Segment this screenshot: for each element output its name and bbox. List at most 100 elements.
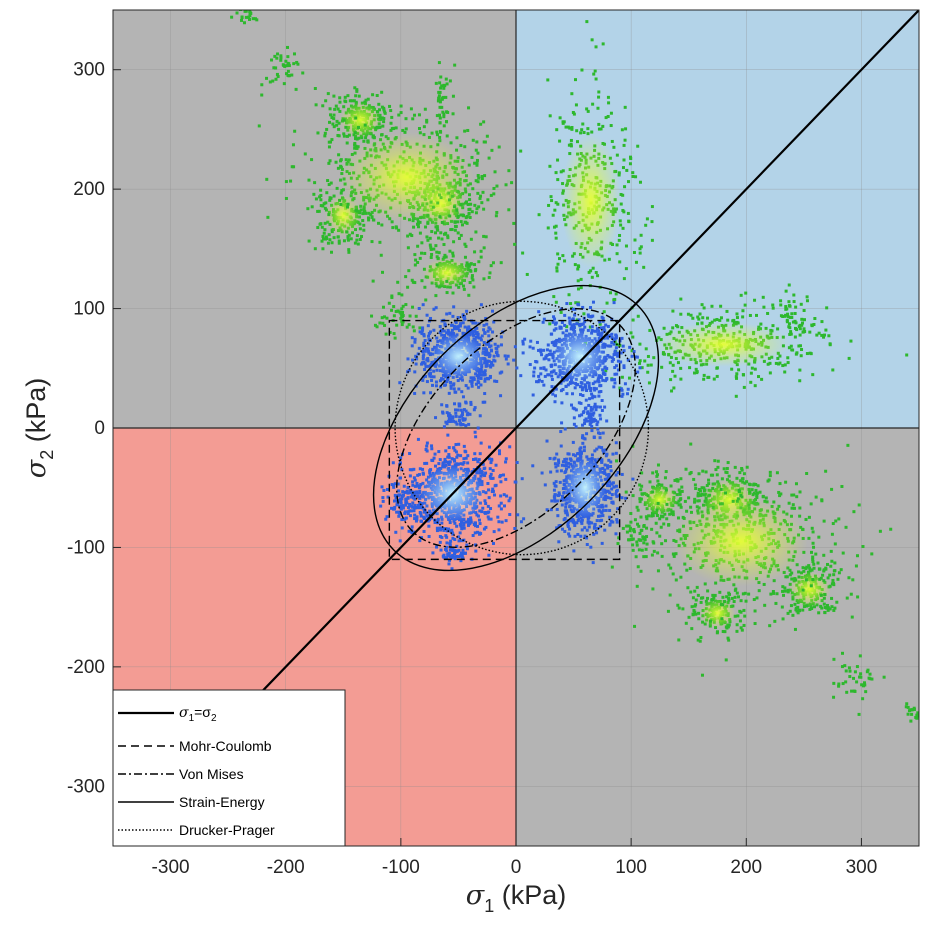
data-point bbox=[590, 275, 594, 279]
data-point bbox=[916, 711, 919, 715]
data-point bbox=[475, 140, 479, 144]
data-point bbox=[613, 297, 617, 301]
data-point bbox=[480, 177, 484, 181]
data-point bbox=[565, 329, 569, 333]
data-point bbox=[353, 86, 357, 90]
data-point bbox=[781, 314, 785, 318]
data-point bbox=[499, 335, 503, 339]
data-point bbox=[826, 562, 830, 566]
data-point bbox=[564, 384, 568, 388]
data-point bbox=[774, 361, 778, 365]
data-point bbox=[593, 69, 597, 73]
data-point bbox=[811, 541, 815, 545]
data-point bbox=[413, 340, 417, 344]
data-point bbox=[449, 331, 453, 335]
data-point bbox=[487, 275, 491, 279]
data-point bbox=[497, 145, 501, 149]
data-point bbox=[513, 345, 517, 349]
data-point bbox=[663, 476, 667, 480]
data-point bbox=[755, 494, 759, 498]
data-point bbox=[381, 305, 385, 309]
data-point bbox=[809, 550, 813, 554]
data-point bbox=[466, 128, 470, 132]
data-point bbox=[471, 278, 475, 282]
data-point bbox=[391, 226, 395, 230]
data-point bbox=[551, 213, 555, 217]
data-point bbox=[452, 305, 456, 309]
data-point bbox=[400, 315, 404, 319]
data-point bbox=[610, 359, 614, 363]
data-point bbox=[777, 490, 781, 494]
data-point bbox=[695, 505, 699, 509]
data-point bbox=[462, 287, 466, 291]
data-point bbox=[586, 313, 590, 317]
data-point bbox=[324, 201, 328, 205]
data-point bbox=[822, 568, 826, 572]
data-point bbox=[471, 138, 475, 142]
data-point bbox=[435, 368, 439, 372]
data-point bbox=[828, 573, 832, 577]
data-point bbox=[605, 419, 609, 423]
data-point bbox=[456, 231, 460, 235]
data-point bbox=[357, 136, 361, 140]
data-point bbox=[548, 114, 552, 118]
data-point bbox=[342, 105, 346, 109]
data-point bbox=[479, 376, 483, 380]
data-point bbox=[481, 400, 485, 404]
data-point bbox=[547, 203, 551, 207]
data-point bbox=[392, 305, 396, 309]
data-point bbox=[324, 99, 328, 103]
data-point bbox=[790, 506, 794, 510]
data-point bbox=[342, 134, 346, 138]
data-point bbox=[734, 375, 738, 379]
data-point bbox=[779, 299, 783, 303]
data-point bbox=[693, 483, 697, 487]
data-point bbox=[426, 347, 430, 351]
data-point bbox=[788, 304, 792, 308]
data-point bbox=[703, 488, 707, 492]
data-point bbox=[377, 102, 381, 106]
data-point bbox=[715, 374, 719, 378]
data-point bbox=[332, 94, 336, 98]
data-point bbox=[802, 330, 806, 334]
data-point bbox=[546, 343, 550, 347]
data-point bbox=[636, 314, 640, 318]
data-point bbox=[702, 306, 706, 310]
data-point bbox=[619, 223, 623, 227]
data-point bbox=[430, 378, 434, 382]
data-point bbox=[616, 354, 620, 358]
data-point bbox=[453, 63, 457, 67]
cluster bbox=[904, 702, 919, 723]
data-point bbox=[362, 228, 366, 232]
data-point bbox=[783, 314, 787, 318]
data-point bbox=[346, 94, 350, 98]
data-point bbox=[793, 335, 797, 339]
data-point bbox=[794, 606, 798, 610]
data-point bbox=[307, 239, 311, 243]
data-point bbox=[388, 104, 392, 108]
data-point bbox=[418, 326, 422, 330]
data-point bbox=[423, 285, 427, 289]
data-point bbox=[790, 577, 794, 581]
data-point bbox=[398, 381, 402, 385]
data-point bbox=[720, 617, 724, 621]
data-point bbox=[560, 320, 564, 324]
data-point bbox=[455, 327, 459, 331]
data-point bbox=[427, 334, 431, 338]
data-point bbox=[690, 627, 694, 631]
data-point bbox=[878, 529, 882, 533]
data-point bbox=[469, 262, 473, 266]
data-point bbox=[610, 336, 614, 340]
data-point bbox=[461, 214, 465, 218]
data-point bbox=[833, 561, 837, 565]
data-point bbox=[455, 208, 459, 212]
data-point bbox=[614, 334, 618, 338]
data-point bbox=[284, 196, 288, 200]
data-point bbox=[820, 333, 824, 337]
data-point bbox=[461, 331, 465, 335]
data-point bbox=[483, 352, 487, 356]
data-point bbox=[284, 180, 288, 184]
data-point bbox=[632, 530, 636, 534]
data-point bbox=[675, 493, 679, 497]
data-point bbox=[676, 603, 680, 607]
